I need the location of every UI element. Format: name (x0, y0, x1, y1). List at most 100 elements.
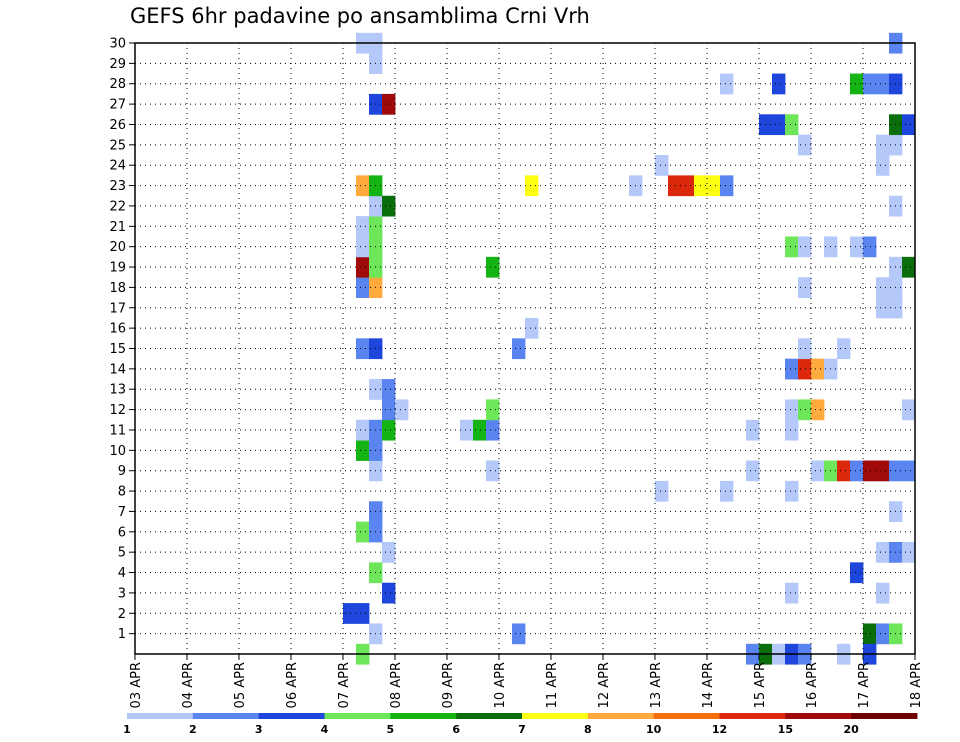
heatmap-cell (356, 440, 370, 461)
heatmap-cell (473, 419, 487, 441)
y-tick-label: 9 (118, 464, 126, 479)
y-tick-label: 12 (109, 403, 126, 418)
heatmap-cell (343, 603, 357, 624)
heatmap-cell (876, 73, 890, 95)
x-tick-label: 12 APR (597, 662, 612, 708)
heatmap-cell (720, 480, 734, 502)
heatmap-cell (863, 623, 877, 645)
heatmap-cell (902, 114, 916, 136)
heatmap-cell (902, 399, 916, 421)
y-tick-label: 25 (109, 138, 126, 153)
heatmap-cell (876, 623, 890, 645)
heatmap-cell (772, 114, 786, 136)
chart-title: GEFS 6hr padavine po ansamblima Crni Vrh (130, 4, 590, 28)
x-tick-label: 09 APR (441, 662, 456, 708)
heatmap-cell (811, 460, 825, 482)
y-tick-label: 5 (118, 546, 126, 561)
heatmap-cell (356, 216, 370, 237)
y-tick-label: 19 (109, 261, 126, 276)
legend-swatch (258, 713, 325, 719)
x-tick-label: 11 APR (545, 662, 560, 708)
heatmap-cell (785, 358, 799, 380)
heatmap-cell (863, 460, 877, 482)
heatmap-cell (720, 73, 734, 95)
x-tick-label: 06 APR (285, 662, 300, 708)
heatmap-cell (798, 236, 812, 258)
heatmap-cell (486, 460, 500, 482)
x-axis: 03 APR 04 APR 05 APR 06 APR 07 APR 08 APR 09 A… (129, 654, 924, 708)
legend-label: 2 (189, 723, 197, 736)
legend-swatch (719, 713, 786, 719)
y-tick-label: 13 (109, 383, 126, 398)
y-tick-label: 6 (118, 525, 126, 540)
legend: 1 2 3 4 5 6 7 8 10 12 15 20 (123, 713, 918, 736)
legend-label: 20 (844, 723, 860, 736)
y-tick-label: 24 (109, 159, 126, 174)
legend-swatch (653, 713, 720, 719)
y-tick-label: 30 (109, 37, 126, 52)
heatmap-cell (395, 399, 409, 421)
legend-swatch (785, 713, 852, 719)
y-tick-label: 16 (109, 322, 126, 337)
heatmap-cell (356, 277, 370, 298)
heatmap-cell (876, 134, 890, 156)
heatmap-cell (798, 277, 812, 298)
heatmap-cell (486, 419, 500, 441)
y-tick-label: 2 (118, 607, 126, 622)
legend-label: 15 (778, 723, 793, 736)
y-tick-label: 22 (109, 199, 126, 214)
heatmap-cell (837, 338, 851, 360)
heatmap-cell (356, 175, 370, 197)
heatmap-cell (902, 460, 916, 482)
heatmap-cell (811, 399, 825, 421)
heatmap-cell (382, 379, 396, 400)
heatmap-cell (668, 175, 682, 197)
heatmap-cell (382, 419, 396, 441)
heatmap-cell (863, 236, 877, 258)
heatmap-cell (356, 419, 370, 441)
heatmap-cell (837, 460, 851, 482)
heatmap-cell (785, 582, 799, 604)
legend-swatch (324, 713, 391, 719)
y-tick-label: 26 (109, 118, 126, 133)
y-tick-label: 28 (109, 77, 126, 92)
x-tick-label: 04 APR (181, 662, 196, 708)
legend-label: 12 (712, 723, 727, 736)
y-tick-label: 21 (109, 220, 126, 235)
legend-label: 3 (255, 723, 263, 736)
heatmap-cell (850, 73, 864, 95)
x-tick-label: 18 APR (909, 662, 924, 708)
heatmap-cell (486, 256, 500, 278)
heatmap-cell (798, 358, 812, 380)
heatmap-cell (785, 236, 799, 258)
y-tick-label: 8 (118, 485, 126, 500)
heatmap-cell (655, 480, 669, 502)
heatmap-cell (525, 175, 539, 197)
heatmap-cell (486, 399, 500, 421)
heatmap-cell (876, 277, 890, 298)
x-tick-label: 03 APR (129, 662, 144, 708)
x-tick-label: 15 APR (753, 662, 768, 708)
y-tick-label: 17 (109, 301, 126, 316)
heatmap-cell (876, 541, 890, 563)
legend-swatch (851, 713, 918, 719)
heatmap-cell (681, 175, 695, 197)
y-tick-label: 1 (118, 627, 126, 642)
heatmap-cell (876, 297, 890, 319)
heatmap-cell (850, 460, 864, 482)
heatmap-cell (460, 419, 474, 441)
x-tick-label: 07 APR (337, 662, 352, 708)
legend-swatch (127, 713, 194, 719)
y-tick-label: 10 (109, 444, 126, 459)
heatmap-cell (525, 317, 539, 339)
heatmap-cell (811, 358, 825, 380)
heatmap-cell (356, 338, 370, 360)
heatmap-cell (863, 73, 877, 95)
y-tick-label: 14 (109, 362, 126, 377)
heatmap-cell (356, 521, 370, 543)
x-tick-label: 17 APR (857, 662, 872, 708)
heatmap-cell (798, 399, 812, 421)
heatmap-cell (798, 134, 812, 156)
heatmap-cell (382, 399, 396, 421)
heatmap-cell (356, 256, 370, 278)
